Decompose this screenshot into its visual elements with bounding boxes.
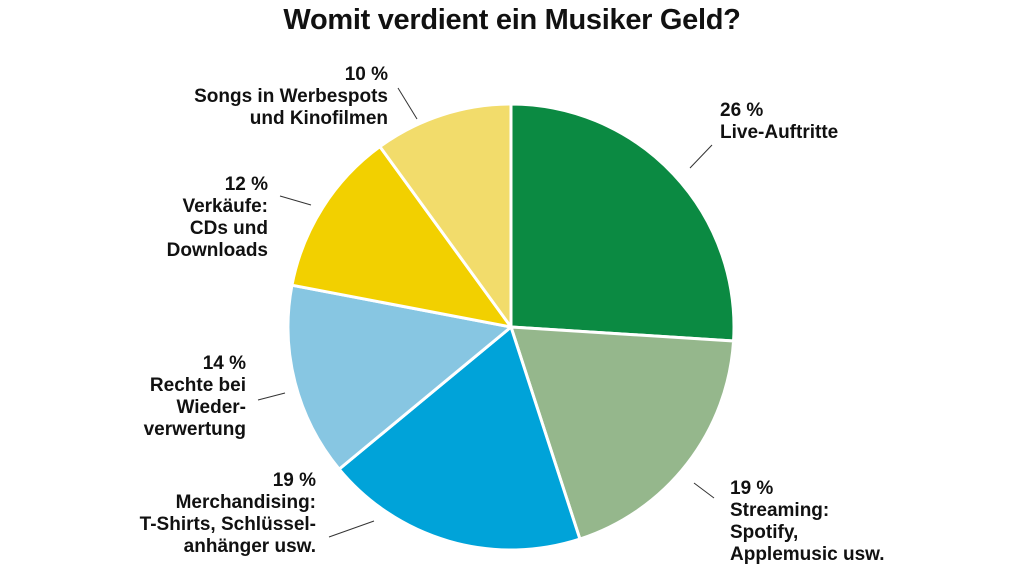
leader-merch (328, 520, 375, 538)
label-live-auftritte: 26 % Live-Auftritte (720, 100, 838, 144)
label-streaming-line-0: Streaming: (730, 500, 830, 521)
label-verkaeufe-pct: 12 % (224, 174, 268, 195)
label-verkaeufe: 12 % Verkäufe: CDs und Downloads (80, 174, 268, 262)
label-rechte: 14 % Rechte bei Wieder- verwertung (80, 353, 246, 441)
label-rechte-pct: 14 % (202, 353, 246, 374)
label-merch-line-1: T-Shirts, Schlüssel- (139, 514, 316, 535)
slice-streaming (509, 325, 736, 541)
slice-live-auftritte (509, 102, 736, 343)
label-merchandising: 19 % Merchandising: T-Shirts, Schlüssel-… (80, 470, 316, 558)
slice-merchandising (337, 325, 582, 552)
label-merch-line-0: Merchandising: (175, 492, 316, 513)
label-merch-pct: 19 % (272, 470, 316, 491)
slice-songs (378, 102, 513, 329)
label-rechte-line-1: Wieder- (176, 397, 246, 418)
label-verkaeufe-line-0: Verkäufe: (182, 196, 268, 217)
label-merch-line-2: anhänger usw. (183, 536, 316, 557)
slice-verkaeufe (290, 145, 513, 329)
label-verkaeufe-line-2: Downloads (166, 240, 268, 261)
label-live-pct: 26 % (720, 100, 764, 121)
slice-rechte (286, 283, 513, 471)
chart-title: Womit verdient ein Musiker Geld? (283, 4, 741, 36)
label-rechte-line-0: Rechte bei (149, 375, 246, 396)
leader-live (689, 144, 713, 169)
label-songs-line-1: und Kinofilmen (249, 108, 388, 129)
label-streaming-line-1: Spotify, (730, 522, 799, 543)
leader-songs (397, 87, 418, 120)
label-songs-pct: 10 % (344, 64, 388, 85)
leader-streaming (693, 482, 715, 499)
leader-verkaeufe (279, 195, 312, 206)
label-streaming: 19 % Streaming: Spotify, Applemusic usw. (730, 478, 885, 566)
label-live-line-0: Live-Auftritte (720, 122, 839, 143)
label-rechte-line-2: verwertung (143, 419, 246, 440)
label-streaming-line-2: Applemusic usw. (730, 544, 885, 565)
label-streaming-pct: 19 % (730, 478, 774, 499)
label-verkaeufe-line-1: CDs und (189, 218, 268, 239)
leader-rechte (257, 392, 286, 401)
label-songs-line-0: Songs in Werbespots (194, 86, 388, 107)
label-songs: 10 % Songs in Werbespots und Kinofilmen (100, 64, 388, 130)
